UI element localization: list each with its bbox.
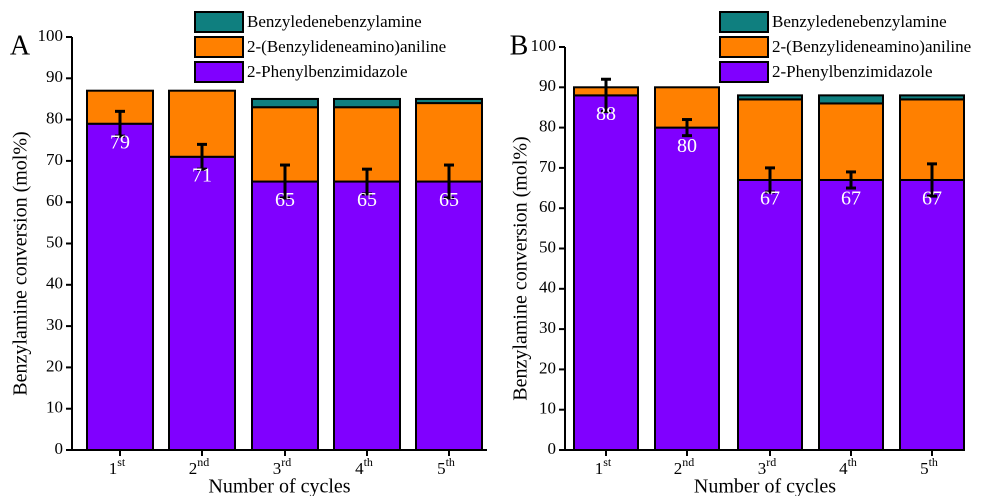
x-tick-label: 3rd <box>273 455 292 478</box>
bar-segment <box>737 178 803 452</box>
legend-label: Benzyledenebenzylamine <box>247 12 422 31</box>
y-tick-label: 80 <box>46 109 63 128</box>
value-label: 71 <box>192 164 212 186</box>
y-tick-label: 70 <box>539 157 556 176</box>
bar-segment <box>251 180 319 452</box>
value-label: 80 <box>677 135 697 157</box>
value-label: 67 <box>922 188 942 210</box>
y-tick-label: 0 <box>55 439 64 458</box>
value-label: 67 <box>760 188 780 210</box>
y-tick-label: 90 <box>539 76 556 95</box>
error-bar <box>280 163 290 200</box>
legend-swatch <box>194 11 244 33</box>
value-label: 67 <box>841 188 861 210</box>
error-bar <box>362 167 372 196</box>
x-axis-label: Number of cycles <box>208 476 350 496</box>
y-tick-label: 20 <box>539 358 556 377</box>
y-tick-label: 50 <box>46 232 63 251</box>
y-tick-label: 50 <box>539 237 556 256</box>
x-tick-label: 2nd <box>674 455 695 478</box>
bar-segment <box>333 97 401 109</box>
error-bar <box>765 166 775 194</box>
bar-segment <box>899 94 965 101</box>
bar-segment <box>818 178 884 452</box>
bar-segment <box>818 94 884 105</box>
bar-segment <box>818 102 884 181</box>
x-tick-label: 1st <box>109 455 126 478</box>
error-bar <box>444 163 454 200</box>
legend-label: 2-Phenylbenzimidazole <box>247 62 408 81</box>
bar-segment <box>654 126 720 451</box>
bar-segment <box>415 180 483 452</box>
x-tick-label: 5th <box>920 455 938 478</box>
x-tick-label: 2nd <box>189 455 210 478</box>
y-tick-label: 90 <box>46 67 63 86</box>
legend-swatch <box>719 36 769 58</box>
x-axis-label: Number of cycles <box>694 476 836 496</box>
bar-segment <box>573 94 639 452</box>
y-tick-label: 100 <box>38 26 64 45</box>
error-bar <box>682 118 692 138</box>
value-label: 88 <box>596 103 616 125</box>
bar-segment <box>899 178 965 452</box>
x-tick-label: 4th <box>839 455 857 478</box>
value-label: 79 <box>110 131 130 153</box>
y-tick-label: 10 <box>539 399 556 418</box>
y-tick-label: 0 <box>548 439 557 458</box>
x-tick-label: 3rd <box>758 455 777 478</box>
legend-swatch <box>719 61 769 83</box>
y-tick-label: 100 <box>531 36 557 55</box>
y-tick-label: 60 <box>539 197 556 216</box>
error-bar <box>846 170 856 190</box>
legend-swatch <box>194 61 244 83</box>
legend-label: 2-Phenylbenzimidazole <box>772 62 933 81</box>
value-label: 65 <box>439 189 459 211</box>
y-tick-label: 40 <box>46 274 63 293</box>
y-tick-label: 40 <box>539 278 556 297</box>
y-tick-label: 70 <box>46 150 63 169</box>
panel-label: A <box>10 30 31 61</box>
value-label: 65 <box>275 189 295 211</box>
error-bar <box>197 142 207 171</box>
legend-label: 2-(Benzylideneamino)aniline <box>247 37 446 56</box>
y-tick-label: 20 <box>46 356 63 375</box>
bar-segment <box>415 97 483 105</box>
y-axis-label: Benzylamine conversion (mol%) <box>10 131 32 395</box>
value-label: 65 <box>357 189 377 211</box>
bar-segment <box>168 155 236 452</box>
x-tick-label: 4th <box>355 455 373 478</box>
x-tick-label: 1st <box>595 455 612 478</box>
legend-label: Benzyledenebenzylamine <box>772 12 947 31</box>
y-tick-label: 30 <box>539 318 556 337</box>
panel-label: B <box>510 30 529 61</box>
error-bar <box>115 109 125 138</box>
error-bar <box>601 77 611 113</box>
y-tick-label: 10 <box>46 398 63 417</box>
bar-segment <box>86 122 154 451</box>
legend-swatch <box>194 36 244 58</box>
y-tick-label: 80 <box>539 117 556 136</box>
legend-label: 2-(Benzylideneamino)aniline <box>772 37 971 56</box>
error-bar <box>927 162 937 198</box>
y-axis-label: Benzylamine conversion (mol%) <box>510 136 532 400</box>
legend-swatch <box>719 11 769 33</box>
bar-segment <box>251 97 319 109</box>
bar-segment <box>737 94 803 101</box>
y-tick-label: 30 <box>46 315 63 334</box>
y-tick-label: 60 <box>46 191 63 210</box>
bar-segment <box>333 180 401 452</box>
x-tick-label: 5th <box>437 455 455 478</box>
